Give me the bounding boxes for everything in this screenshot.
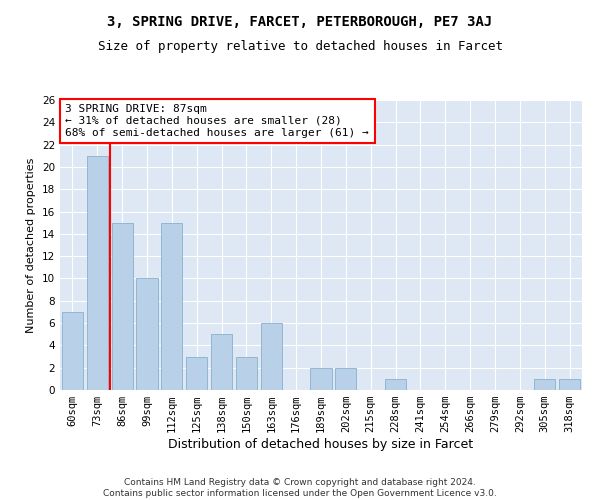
Bar [385, 379, 406, 390]
Bar [112, 222, 133, 390]
Text: Size of property relative to detached houses in Farcet: Size of property relative to detached ho… [97, 40, 503, 53]
Text: 3, SPRING DRIVE, FARCET, PETERBOROUGH, PE7 3AJ: 3, SPRING DRIVE, FARCET, PETERBOROUGH, P… [107, 15, 493, 29]
Text: Contains HM Land Registry data © Crown copyright and database right 2024.
Contai: Contains HM Land Registry data © Crown c… [103, 478, 497, 498]
Y-axis label: Number of detached properties: Number of detached properties [26, 158, 37, 332]
Bar [161, 222, 182, 390]
Bar [335, 368, 356, 390]
Bar [310, 368, 332, 390]
Bar [534, 379, 555, 390]
Bar [136, 278, 158, 390]
Bar [261, 323, 282, 390]
Bar [62, 312, 83, 390]
Bar [236, 356, 257, 390]
Bar [87, 156, 108, 390]
Bar [186, 356, 207, 390]
X-axis label: Distribution of detached houses by size in Farcet: Distribution of detached houses by size … [169, 438, 473, 451]
Text: 3 SPRING DRIVE: 87sqm
← 31% of detached houses are smaller (28)
68% of semi-deta: 3 SPRING DRIVE: 87sqm ← 31% of detached … [65, 104, 369, 138]
Bar [559, 379, 580, 390]
Bar [211, 334, 232, 390]
